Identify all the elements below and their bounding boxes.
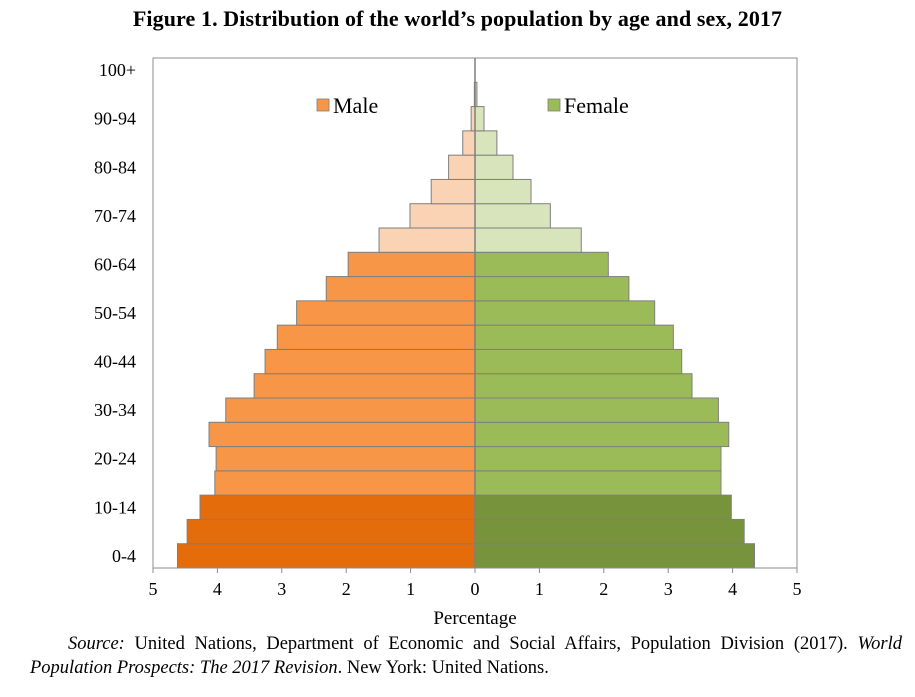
female-bar-25-29 (474, 421, 730, 448)
male-bar-80-84 (448, 154, 476, 180)
y-tick-label: 20-24 (94, 449, 136, 469)
source-text-1: United Nations, Department of Economic a… (124, 634, 858, 654)
male-bar-85-89 (462, 130, 476, 156)
female-bar-55-59 (474, 276, 630, 302)
x-tick-label: 4 (213, 579, 222, 599)
x-tick-label: 2 (599, 579, 608, 599)
x-axis: 5 4 3 2 1 0 1 2 3 4 5 (149, 567, 802, 599)
male-bar-65-69 (378, 227, 476, 253)
male-bar-60-64 (347, 251, 476, 278)
female-bar-30-34 (474, 397, 719, 423)
y-tick-label: 60-64 (94, 254, 136, 274)
y-tick-label: 90-94 (94, 109, 136, 129)
male-bar-20-24 (215, 446, 476, 472)
y-tick-label: 80-84 (94, 157, 136, 177)
male-bar-30-34 (225, 397, 476, 423)
x-tick-label: 1 (406, 579, 415, 599)
female-legend-label: Female (564, 93, 629, 118)
female-bar-85-89 (474, 130, 498, 156)
population-pyramid-chart: 0-4 10-14 20-24 30-34 40-44 50-54 60-64 70-74 80… (94, 57, 802, 629)
y-tick-label: 50-54 (94, 303, 136, 323)
x-axis-label: Percentage (433, 608, 516, 629)
y-tick-label: 100+ (99, 60, 136, 80)
x-tick-label: 3 (277, 579, 286, 599)
y-axis: 0-4 10-14 20-24 30-34 40-44 50-54 60-64 70-74 80… (94, 60, 136, 566)
male-legend-swatch (316, 98, 330, 112)
female-bar-10-14 (474, 494, 732, 520)
x-tick-label: 0 (471, 579, 480, 599)
male-bar-25-29 (208, 421, 476, 448)
bars-group (176, 81, 755, 569)
y-tick-label: 40-44 (94, 352, 136, 372)
y-tick-label: 10-14 (94, 497, 136, 517)
x-tick-label: 1 (535, 579, 544, 599)
male-bar-45-49 (276, 324, 476, 350)
male-bar-40-44 (264, 348, 476, 375)
male-bar-50-54 (296, 300, 476, 326)
female-bar-65-69 (474, 227, 582, 253)
female-bar-90-94 (474, 106, 485, 132)
male-bar-75-79 (430, 178, 476, 205)
female-bar-80-84 (474, 154, 514, 180)
female-bar-40-44 (474, 348, 683, 375)
male-bar-5-9 (186, 518, 476, 545)
male-bar-35-39 (253, 373, 476, 399)
female-bar-20-24 (474, 446, 722, 472)
legend: Male Female (316, 93, 629, 118)
male-bar-55-59 (325, 276, 476, 302)
source-prefix: Source: (68, 634, 125, 654)
chart-title: Figure 1. Distribution of the world’s po… (132, 6, 783, 31)
source-text-2: . New York: United Nations. (337, 658, 549, 678)
x-tick-label: 5 (149, 579, 158, 599)
female-bar-45-49 (474, 324, 674, 350)
female-legend-swatch (547, 98, 561, 112)
y-tick-label: 30-34 (94, 400, 136, 420)
female-bar-60-64 (474, 251, 609, 278)
source-publication-title: World Population Prospects: The 2017 Rev… (30, 634, 902, 678)
female-bar-50-54 (474, 300, 656, 326)
y-tick-label: 70-74 (94, 206, 136, 226)
x-tick-label: 2 (342, 579, 351, 599)
female-bar-0-4 (474, 543, 755, 569)
y-tick-label: 0-4 (112, 546, 136, 566)
x-tick-label: 5 (793, 579, 802, 599)
female-bar-15-19 (474, 470, 722, 496)
male-bar-0-4 (176, 543, 476, 569)
x-tick-label: 4 (728, 579, 737, 599)
female-bar-70-74 (474, 203, 551, 229)
female-bar-35-39 (474, 373, 693, 399)
source-note: Source: United Nations, Department of Ec… (30, 632, 902, 680)
male-bar-15-19 (214, 470, 476, 496)
male-legend-label: Male (333, 93, 378, 118)
male-bar-10-14 (199, 494, 476, 520)
female-bar-5-9 (474, 518, 745, 545)
x-tick-label: 3 (664, 579, 673, 599)
male-bar-70-74 (409, 203, 476, 229)
female-bar-75-79 (474, 178, 532, 205)
